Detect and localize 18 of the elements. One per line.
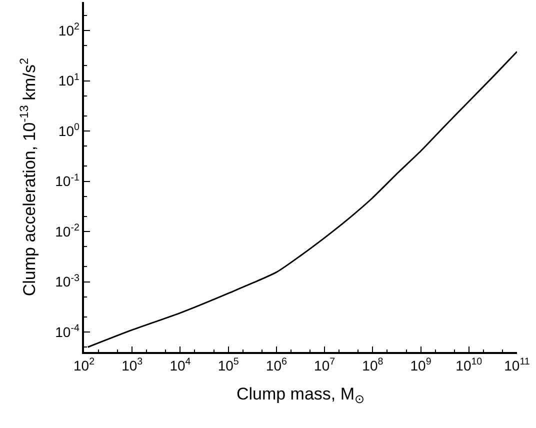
y-tick-label: 10$^{-3}$ — [55, 272, 80, 290]
x-tick-label: 10$^{8}$ — [362, 356, 384, 374]
x-tick-label: 10$^{2}$ — [73, 356, 95, 374]
y-tick-label: 10$^{1}$ — [58, 72, 80, 89]
x-tick-label: 10$^{11}$ — [504, 356, 530, 374]
x-tick-label: 10$^{6}$ — [266, 356, 288, 374]
x-tick-label: 10$^{9}$ — [410, 356, 432, 374]
x-axis-title: Clump mass, M$_{⊙}$ — [236, 384, 365, 406]
y-tick-label: 10$^{-2}$ — [55, 222, 80, 240]
x-tick-label: 10$^{3}$ — [122, 356, 144, 374]
y-tick-label: 10$^{-1}$ — [55, 172, 80, 190]
y-tick-label: 10$^{0}$ — [58, 122, 80, 139]
x-tick-label: 10$^{10}$ — [456, 356, 483, 374]
x-tick-label: 10$^{5}$ — [218, 356, 240, 374]
y-tick-label: 10$^{2}$ — [58, 22, 80, 38]
x-tick-label: 10$^{4}$ — [170, 356, 192, 374]
y-tick-label: 10$^{-4}$ — [55, 323, 80, 340]
x-tick-label: 10$^{7}$ — [314, 356, 336, 374]
